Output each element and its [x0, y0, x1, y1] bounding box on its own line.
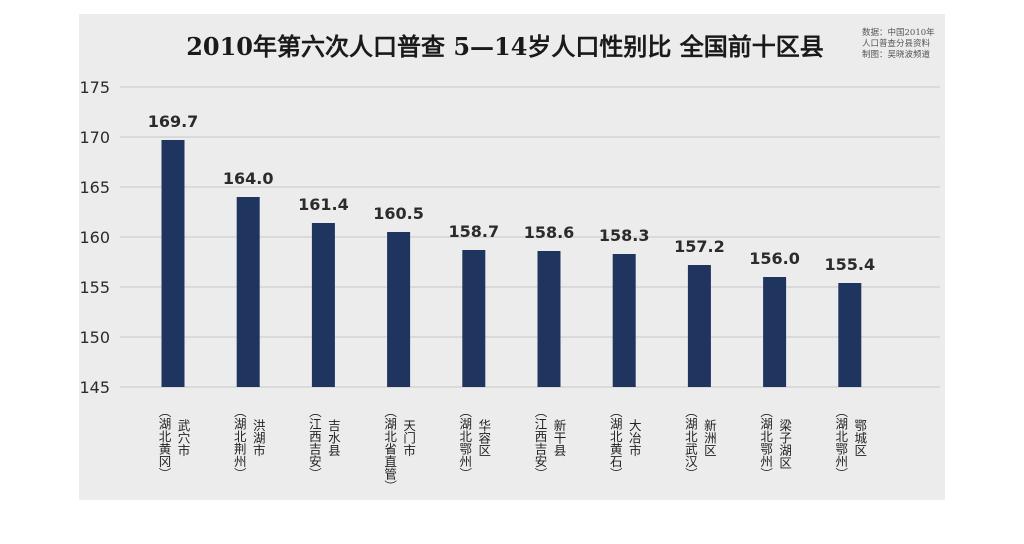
data-label: 160.5	[373, 204, 424, 223]
x-category-name: 大冶市	[627, 419, 642, 457]
x-category-name: 梁子湖区	[777, 418, 792, 469]
x-category-label: 天门市 （湖北省直管）	[382, 405, 416, 493]
x-category-province: （湖北武汉）	[683, 405, 698, 480]
bar	[537, 251, 561, 387]
data-label: 158.7	[448, 222, 499, 241]
x-category-label: 大冶市 （湖北黄石）	[608, 405, 642, 480]
y-tick-label: 175	[79, 78, 110, 97]
bar	[612, 254, 636, 387]
x-category-name: 鄂城区	[852, 419, 867, 457]
source-line: 人口普查分县资料	[862, 38, 931, 49]
bar	[687, 265, 711, 387]
data-label: 164.0	[223, 169, 274, 188]
y-tick-label: 170	[79, 128, 110, 147]
bar	[387, 232, 411, 387]
bar	[311, 223, 335, 387]
y-tick-label: 150	[79, 328, 110, 347]
x-category-label: 鄂城区 （湖北鄂州）	[833, 405, 867, 480]
x-category-name: 武穴市	[176, 419, 191, 457]
x-category-label: 洪湖市 （湖北荆州）	[232, 405, 266, 480]
bar	[462, 250, 486, 387]
bar	[236, 197, 260, 387]
data-label: 156.0	[749, 249, 800, 268]
x-category-label: 梁子湖区 （湖北鄂州）	[758, 405, 792, 480]
x-category-label: 新洲区 （湖北武汉）	[683, 405, 717, 480]
data-labels: 169.7 164.0 161.4 160.5 158.7 158.6 158.3 157.2…	[148, 112, 875, 274]
x-category-name: 吉水县	[326, 419, 341, 457]
x-category-name: 新干县	[552, 418, 567, 457]
x-axis-labels: 武穴市 （湖北黄冈） 洪湖市 （湖北荆州） 吉水县 （江西吉安） 天门市 （湖北省直管） 华容区…	[157, 405, 868, 493]
data-label: 157.2	[674, 237, 725, 256]
x-category-province: （江西吉安）	[533, 405, 548, 480]
x-category-name: 华容区	[476, 418, 491, 457]
x-category-province: （湖北荆州）	[232, 405, 247, 480]
x-category-province: （江西吉安）	[307, 405, 322, 480]
y-tick-label: 155	[79, 278, 110, 297]
data-label: 169.7	[148, 112, 199, 131]
x-category-province: （湖北省直管）	[382, 405, 397, 493]
x-category-name: 天门市	[401, 419, 416, 457]
chart-title: 2010年第六次人口普查 5—14岁人口性别比 全国前十区县	[186, 32, 824, 61]
data-label: 158.3	[599, 226, 650, 245]
bar	[161, 140, 185, 387]
data-label: 155.4	[824, 255, 875, 274]
x-category-name: 新洲区	[702, 418, 717, 457]
bar	[763, 277, 787, 387]
y-axis-ticks: 145 150 155 160 165 170 175	[79, 78, 110, 397]
data-label: 158.6	[524, 223, 575, 242]
x-category-province: （湖北黄冈）	[157, 405, 172, 480]
source-line: 数据：中国2010年	[862, 27, 935, 38]
chart-panel	[79, 14, 945, 500]
bars	[161, 140, 862, 387]
bar	[838, 283, 862, 387]
x-category-label: 华容区 （湖北鄂州）	[457, 405, 491, 480]
data-label: 161.4	[298, 195, 349, 214]
source-line: 制图：吴晓波频道	[862, 49, 931, 60]
x-category-label: 武穴市 （湖北黄冈）	[157, 405, 191, 480]
y-tick-label: 160	[79, 228, 110, 247]
x-category-province: （湖北黄石）	[608, 405, 623, 480]
y-tick-label: 145	[79, 378, 110, 397]
x-category-province: （湖北鄂州）	[758, 405, 773, 480]
x-category-province: （湖北鄂州）	[833, 405, 848, 480]
x-category-province: （湖北鄂州）	[457, 405, 472, 480]
x-category-label: 新干县 （江西吉安）	[533, 405, 567, 480]
x-category-label: 吉水县 （江西吉安）	[307, 405, 341, 480]
x-category-name: 洪湖市	[251, 419, 266, 457]
y-tick-label: 165	[79, 178, 110, 197]
